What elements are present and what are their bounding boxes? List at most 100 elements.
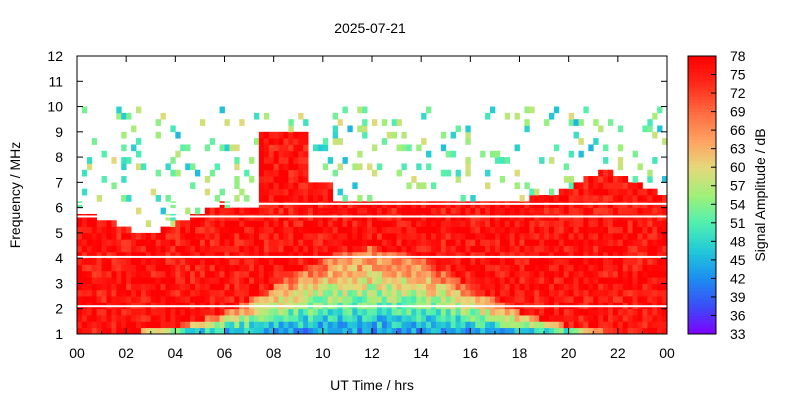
heatmap-cell (593, 119, 599, 126)
heatmap-cell (568, 182, 574, 190)
heatmap-cell (603, 232, 609, 240)
colorbar-swatch (688, 219, 716, 224)
heatmap-cell (588, 289, 594, 297)
heatmap-cell (603, 226, 609, 234)
heatmap-cell (657, 264, 663, 272)
heatmap-cell (435, 270, 442, 278)
heatmap-cell (209, 258, 216, 265)
heatmap-cell (421, 112, 427, 120)
heatmap-cell (465, 289, 471, 297)
heatmap-cell (229, 321, 235, 329)
heatmap-cell (583, 207, 589, 215)
heatmap-cell (455, 245, 461, 253)
heatmap-cell (224, 258, 230, 265)
heatmap-cell (563, 239, 570, 246)
heatmap-cell (386, 327, 393, 335)
heatmap-cell (283, 144, 289, 152)
heatmap-cell (214, 264, 220, 272)
heatmap-cell (647, 239, 653, 246)
heatmap-cell (529, 258, 535, 265)
heatmap-cell (519, 327, 525, 335)
heatmap-cell (593, 182, 599, 190)
heatmap-cell (603, 277, 609, 284)
heatmap-cell (445, 289, 452, 297)
heatmap-cell (647, 296, 653, 303)
heatmap-cell (460, 232, 466, 240)
heatmap-cell (244, 251, 250, 259)
heatmap-cell (381, 308, 388, 316)
heatmap-cell (116, 106, 122, 114)
heatmap-cell (263, 144, 270, 152)
heatmap-cell (632, 264, 638, 272)
heatmap-cell (514, 220, 520, 227)
heatmap-cell (573, 270, 579, 278)
heatmap-cell (499, 245, 506, 253)
heatmap-cell (126, 245, 132, 253)
heatmap-cell (622, 315, 629, 322)
heatmap-cell (534, 270, 540, 278)
heatmap-cell (268, 207, 275, 215)
heatmap-cell (121, 308, 127, 316)
heatmap-cell (357, 283, 363, 291)
heatmap-cell (258, 258, 265, 265)
heatmap-cell (470, 207, 476, 215)
heatmap-cell (239, 308, 245, 316)
heatmap-cell (416, 289, 422, 297)
heatmap-cell (608, 195, 614, 202)
heatmap-cell (558, 289, 565, 297)
heatmap-cell (504, 277, 511, 284)
heatmap-cell (622, 277, 629, 284)
heatmap-cell (465, 220, 471, 227)
heatmap-cell (583, 264, 589, 272)
heatmap-cell (647, 258, 653, 265)
heatmap-cell (332, 232, 338, 240)
heatmap-cell (544, 296, 550, 303)
heatmap-cell (136, 239, 142, 246)
heatmap-cell (445, 277, 452, 284)
heatmap-cell (96, 239, 102, 246)
heatmap-cell (288, 150, 294, 158)
heatmap-cell (150, 289, 157, 297)
heatmap-cell (485, 327, 491, 335)
heatmap-cell (116, 258, 122, 265)
heatmap-cell (254, 264, 260, 272)
heatmap-cell (239, 220, 245, 227)
heatmap-cell (637, 321, 643, 329)
heatmap-cell (116, 327, 122, 335)
heatmap-cell (485, 321, 491, 329)
heatmap-cell (588, 188, 594, 196)
heatmap-cell (514, 258, 520, 265)
heatmap-cell (504, 296, 511, 303)
heatmap-cell (549, 264, 555, 272)
chart-title: 2025-07-21 (334, 20, 406, 36)
heatmap-cell (81, 106, 88, 114)
heatmap-cell (480, 296, 486, 303)
heatmap-cell (406, 327, 412, 335)
heatmap-cell (362, 106, 368, 114)
heatmap-cell (598, 258, 604, 265)
heatmap-cell (180, 308, 186, 316)
heatmap-cell (499, 321, 506, 329)
heatmap-cell (494, 270, 501, 278)
heatmap-cell (593, 308, 599, 316)
heatmap-cell (308, 220, 314, 227)
heatmap-cell (426, 277, 432, 284)
heatmap-cell (529, 277, 535, 284)
heatmap-cell (603, 327, 609, 335)
heatmap-cell (298, 182, 304, 190)
colorbar-swatch (688, 179, 716, 184)
heatmap-cell (558, 207, 565, 215)
heatmap-cell (642, 195, 648, 202)
heatmap-cell (578, 226, 584, 234)
heatmap-cell (145, 296, 152, 303)
heatmap-cell (347, 264, 353, 272)
heatmap-cell (278, 239, 284, 246)
heatmap-cell (160, 277, 166, 284)
heatmap-cell (140, 232, 147, 240)
heatmap-cell (273, 157, 279, 164)
heatmap-cell (563, 220, 570, 227)
heatmap-cell (214, 270, 220, 278)
heatmap-cell (268, 315, 275, 322)
heatmap-cell (121, 239, 127, 246)
heatmap-cell (519, 289, 525, 297)
